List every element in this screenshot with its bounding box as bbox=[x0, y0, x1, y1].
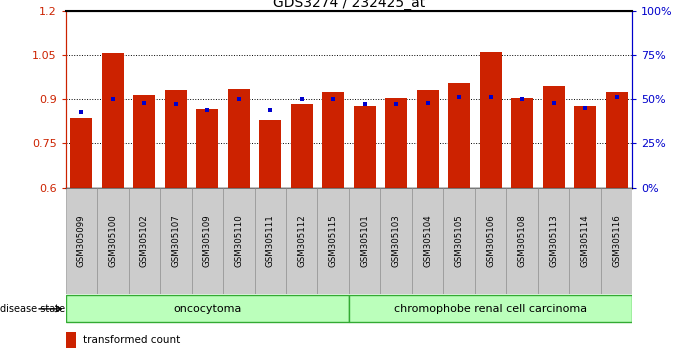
FancyBboxPatch shape bbox=[569, 188, 600, 294]
Text: GSM305100: GSM305100 bbox=[108, 214, 117, 267]
Point bbox=[580, 105, 591, 111]
FancyBboxPatch shape bbox=[349, 295, 632, 322]
Bar bbox=[102, 53, 124, 188]
Text: GSM305114: GSM305114 bbox=[580, 214, 589, 267]
Bar bbox=[574, 107, 596, 188]
Text: GSM305105: GSM305105 bbox=[455, 214, 464, 267]
Bar bbox=[417, 90, 439, 188]
Bar bbox=[66, 332, 76, 348]
Point bbox=[202, 107, 213, 113]
FancyBboxPatch shape bbox=[412, 188, 444, 294]
Text: GSM305115: GSM305115 bbox=[329, 214, 338, 267]
FancyBboxPatch shape bbox=[600, 188, 632, 294]
Bar bbox=[511, 98, 533, 188]
Bar bbox=[228, 89, 249, 188]
Text: oncocytoma: oncocytoma bbox=[173, 304, 241, 314]
Text: GSM305111: GSM305111 bbox=[266, 214, 275, 267]
Point bbox=[328, 96, 339, 102]
Bar bbox=[542, 86, 565, 188]
Text: GSM305116: GSM305116 bbox=[612, 214, 621, 267]
FancyBboxPatch shape bbox=[538, 188, 569, 294]
Text: GSM305108: GSM305108 bbox=[518, 214, 527, 267]
Point bbox=[390, 102, 401, 107]
Bar bbox=[164, 90, 187, 188]
Text: GSM305110: GSM305110 bbox=[234, 214, 243, 267]
Bar bbox=[605, 92, 627, 188]
Text: GSM305101: GSM305101 bbox=[360, 214, 369, 267]
Point bbox=[76, 109, 87, 114]
Point bbox=[548, 100, 559, 105]
Point bbox=[139, 100, 150, 105]
Bar bbox=[291, 104, 313, 188]
Bar bbox=[322, 92, 344, 188]
Text: GSM305106: GSM305106 bbox=[486, 214, 495, 267]
Text: GSM305103: GSM305103 bbox=[392, 214, 401, 267]
Point bbox=[517, 96, 528, 102]
Point bbox=[170, 102, 181, 107]
FancyBboxPatch shape bbox=[191, 188, 223, 294]
FancyBboxPatch shape bbox=[160, 188, 191, 294]
Text: GSM305112: GSM305112 bbox=[297, 214, 306, 267]
Point bbox=[296, 96, 307, 102]
FancyBboxPatch shape bbox=[286, 188, 317, 294]
Text: chromophobe renal cell carcinoma: chromophobe renal cell carcinoma bbox=[394, 304, 587, 314]
Point bbox=[359, 102, 370, 107]
Bar bbox=[480, 52, 502, 188]
Text: disease state: disease state bbox=[0, 304, 65, 314]
FancyBboxPatch shape bbox=[66, 295, 349, 322]
Point bbox=[453, 95, 464, 100]
Point bbox=[107, 96, 118, 102]
FancyBboxPatch shape bbox=[444, 188, 475, 294]
Bar bbox=[259, 120, 281, 188]
Bar bbox=[354, 107, 376, 188]
Text: transformed count: transformed count bbox=[83, 335, 180, 345]
Text: GSM305102: GSM305102 bbox=[140, 214, 149, 267]
FancyBboxPatch shape bbox=[349, 188, 381, 294]
Text: GSM305113: GSM305113 bbox=[549, 214, 558, 267]
Text: GSM305104: GSM305104 bbox=[423, 214, 432, 267]
FancyBboxPatch shape bbox=[507, 188, 538, 294]
FancyBboxPatch shape bbox=[223, 188, 254, 294]
Point bbox=[611, 95, 622, 100]
FancyBboxPatch shape bbox=[97, 188, 129, 294]
Point bbox=[485, 95, 496, 100]
FancyBboxPatch shape bbox=[129, 188, 160, 294]
Point bbox=[234, 96, 245, 102]
FancyBboxPatch shape bbox=[381, 188, 412, 294]
Text: GSM305099: GSM305099 bbox=[77, 215, 86, 267]
Point bbox=[265, 107, 276, 113]
Bar bbox=[133, 95, 155, 188]
Point bbox=[422, 100, 433, 105]
Bar bbox=[70, 118, 93, 188]
Bar bbox=[385, 98, 407, 188]
Title: GDS3274 / 232425_at: GDS3274 / 232425_at bbox=[273, 0, 425, 10]
Text: GSM305109: GSM305109 bbox=[202, 215, 212, 267]
FancyBboxPatch shape bbox=[317, 188, 349, 294]
Bar bbox=[196, 109, 218, 188]
Text: GSM305107: GSM305107 bbox=[171, 214, 180, 267]
Bar bbox=[448, 83, 470, 188]
FancyBboxPatch shape bbox=[475, 188, 507, 294]
FancyBboxPatch shape bbox=[254, 188, 286, 294]
FancyBboxPatch shape bbox=[66, 188, 97, 294]
